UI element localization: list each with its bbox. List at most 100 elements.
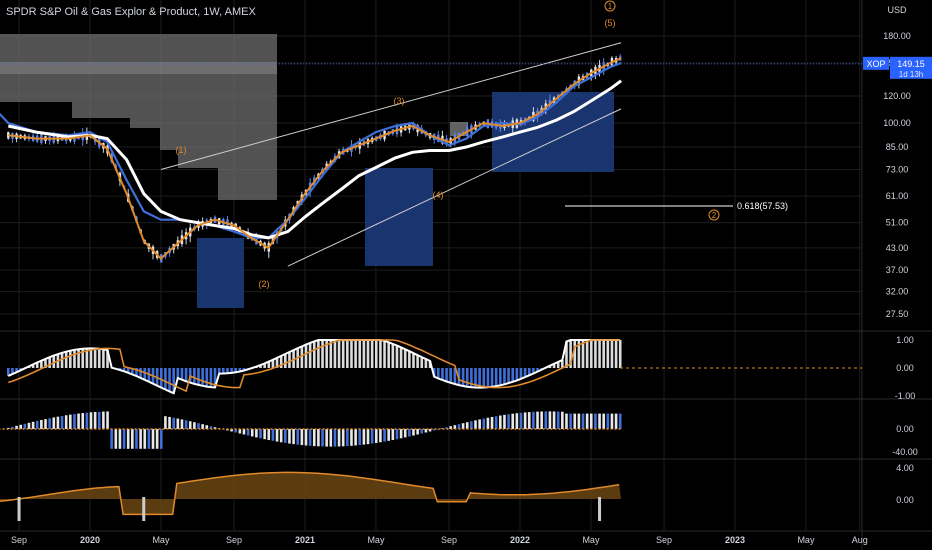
hist-bar xyxy=(69,414,72,429)
osc-bar xyxy=(503,368,506,385)
hist-bar xyxy=(135,429,138,449)
osc-bar xyxy=(337,340,341,368)
y-tick-label: 37.00 xyxy=(886,265,909,275)
x-tick-label: May xyxy=(582,535,600,545)
osc-bar xyxy=(511,368,515,382)
osc-bar xyxy=(445,368,448,382)
osc-bar xyxy=(172,368,175,394)
hist-bar xyxy=(317,429,320,447)
osc-bar xyxy=(515,368,519,381)
osc-bar xyxy=(89,348,93,368)
osc-bar xyxy=(197,368,200,385)
osc-bar xyxy=(494,368,498,387)
badge-symbol: XOP xyxy=(866,59,885,69)
x-tick-label: Aug xyxy=(852,535,868,545)
hist-bar xyxy=(602,413,605,429)
hist-bar xyxy=(259,429,262,439)
support-zone-1 xyxy=(197,238,244,308)
support-zone-2 xyxy=(365,168,433,266)
osc-bar xyxy=(354,340,357,368)
hist-bar xyxy=(428,429,432,432)
osc-bar xyxy=(461,368,465,386)
osc-bar xyxy=(416,355,419,368)
badge-countdown: 1d 13h xyxy=(899,70,923,79)
osc-bar xyxy=(614,340,618,368)
osc-bar xyxy=(201,368,204,386)
hist-bar xyxy=(540,411,543,429)
fib-label: 0.618(57.53) xyxy=(737,201,788,211)
osc-bar xyxy=(379,340,382,368)
hist-bar xyxy=(159,429,163,449)
osc-bar xyxy=(259,365,262,368)
hist-bar xyxy=(89,412,93,429)
osc-bar xyxy=(470,368,473,388)
hist-bar xyxy=(412,429,415,436)
osc-bar xyxy=(346,340,349,368)
hist-bar xyxy=(391,429,395,441)
osc-bar xyxy=(176,368,180,379)
osc-bar xyxy=(321,340,324,368)
osc-bar xyxy=(391,343,395,368)
x-tick-label: 2023 xyxy=(725,535,745,545)
ema-slow-line xyxy=(7,79,622,240)
hist-bar xyxy=(122,429,126,449)
ind1-tick: -1.00 xyxy=(895,391,916,401)
y-tick-label: 120.00 xyxy=(883,91,911,101)
osc-bar xyxy=(569,340,572,368)
osc-bar xyxy=(618,340,622,368)
osc-bar xyxy=(606,340,610,368)
osc-bar xyxy=(602,340,605,368)
hist-bar xyxy=(420,429,424,434)
price-lines xyxy=(0,42,862,267)
hist-bar xyxy=(102,411,105,429)
y-tick-label: 43.00 xyxy=(886,243,909,253)
osc-line-white xyxy=(7,339,621,395)
osc-bar xyxy=(242,368,246,371)
hist-bar xyxy=(358,429,362,446)
hist-bar xyxy=(618,413,622,429)
chart-title: SPDR S&P Oil & Gas Explor & Product, 1W,… xyxy=(6,6,256,18)
annotations: (1) (2) (3) (4) (5) 1 2 0.618(57.53) xyxy=(176,0,788,289)
osc-bar xyxy=(159,368,163,388)
osc-bar xyxy=(519,368,523,379)
hist-bar xyxy=(284,429,287,443)
osc-bar xyxy=(85,348,89,368)
hist-bar xyxy=(15,425,18,429)
osc-bar xyxy=(69,350,72,368)
hist-bar xyxy=(81,413,85,429)
hist-bar xyxy=(395,429,399,440)
osc-bar xyxy=(11,368,14,375)
hist-bar xyxy=(482,418,486,429)
hist-bar xyxy=(329,429,333,447)
osc-bar xyxy=(341,340,345,368)
hist-bar xyxy=(209,426,213,429)
osc-bar xyxy=(143,368,147,380)
y-tick-label: 180.00 xyxy=(883,31,911,41)
hist-bar xyxy=(230,429,233,432)
hist-bar xyxy=(499,415,502,429)
osc-bar xyxy=(48,357,51,368)
hist-bar xyxy=(85,412,89,429)
hist-bar xyxy=(106,411,109,429)
hist-bar xyxy=(27,422,31,429)
hist-bar xyxy=(300,429,304,446)
osc-bar xyxy=(387,342,390,368)
hist-bar xyxy=(341,429,345,447)
x-tick-label: May xyxy=(367,535,385,545)
circled-label-2: 2 xyxy=(712,211,717,220)
hist-bar xyxy=(73,414,76,429)
osc-bar xyxy=(432,368,436,377)
osc-bar xyxy=(184,368,188,382)
hist-bar xyxy=(93,411,97,429)
hist-bar xyxy=(507,414,510,429)
osc-bar xyxy=(523,368,527,378)
hist-bar xyxy=(267,429,271,441)
hist-bar xyxy=(201,424,204,429)
hist-bar xyxy=(197,423,200,429)
hist-bar xyxy=(494,416,498,429)
ind1-tick: 0.00 xyxy=(896,363,914,373)
hist-bar xyxy=(213,427,217,429)
hist-bar xyxy=(308,429,312,446)
ind2-tick: -40.00 xyxy=(892,447,918,457)
